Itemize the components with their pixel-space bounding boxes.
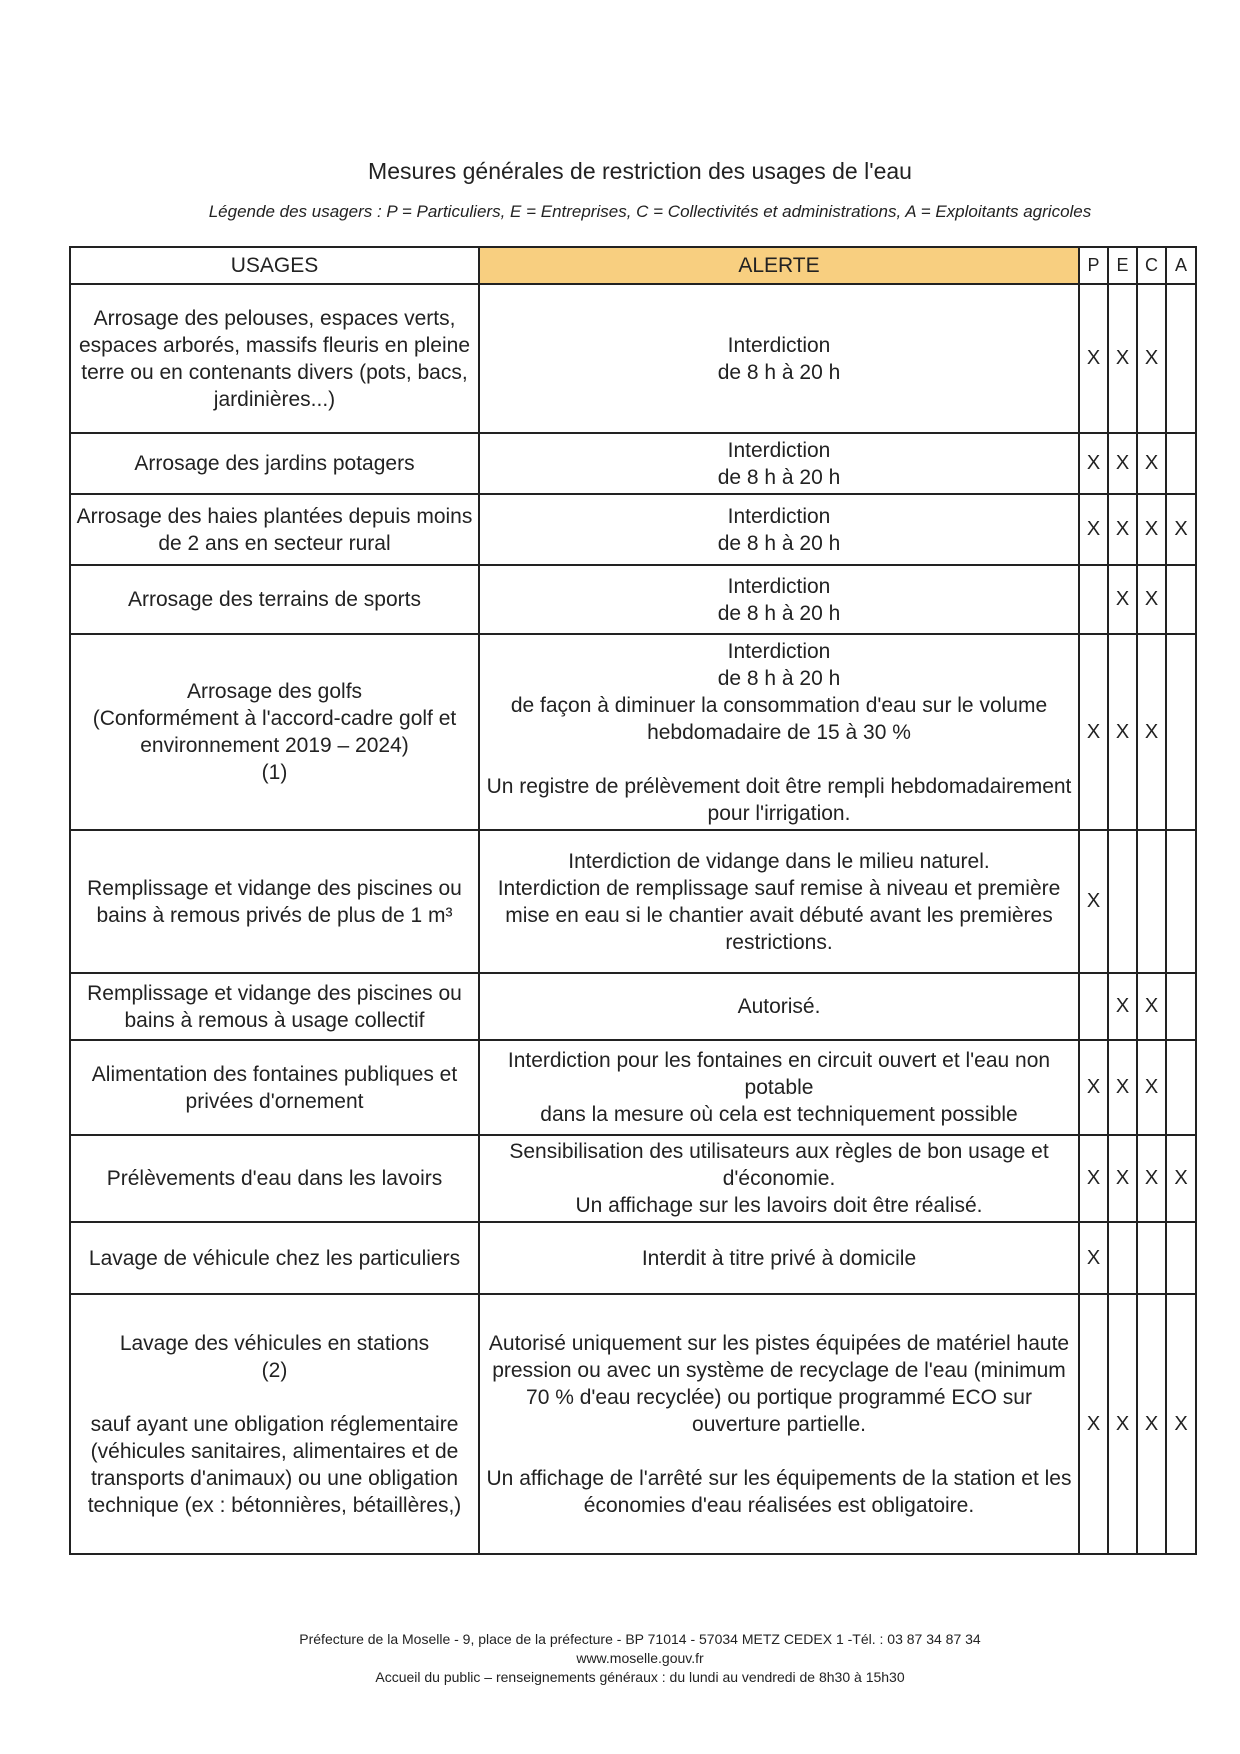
usage-cell: Arrosage des golfs (Conformément à l'acc… (69, 633, 480, 831)
mark-p (1078, 972, 1109, 1041)
mark-a: X (1165, 493, 1197, 566)
mark-a (1165, 564, 1197, 635)
mark-p: X (1078, 1221, 1109, 1295)
table-row: Prélèvements d'eau dans les lavoirs Sensi… (69, 1134, 1197, 1223)
header-usages: USAGES (69, 246, 480, 285)
mark-c: X (1136, 283, 1167, 434)
table-row: Alimentation des fontaines publiques et … (69, 1039, 1197, 1136)
mark-a (1165, 1221, 1197, 1295)
table-row: Arrosage des golfs (Conformément à l'acc… (69, 633, 1197, 831)
mark-e: X (1107, 633, 1138, 831)
usage-cell: Prélèvements d'eau dans les lavoirs (69, 1134, 480, 1223)
mark-e (1107, 829, 1138, 974)
mark-p: X (1078, 1134, 1109, 1223)
usage-cell: Lavage des véhicules en stations (2) sau… (69, 1293, 480, 1555)
table-row: Remplissage et vidange des piscines ou b… (69, 972, 1197, 1041)
mark-e: X (1107, 1293, 1138, 1555)
table-row: Arrosage des terrains de sports Interdict… (69, 564, 1197, 635)
alerte-cell: Interdiction de 8 h à 20 h de façon à di… (478, 633, 1080, 831)
mark-e: X (1107, 1134, 1138, 1223)
header-c: C (1136, 246, 1167, 285)
mark-a (1165, 633, 1197, 831)
usage-cell: Alimentation des fontaines publiques et … (69, 1039, 480, 1136)
footer-hours: Accueil du public – renseignements génér… (375, 1669, 905, 1685)
mark-p: X (1078, 829, 1109, 974)
usage-cell: Lavage de véhicule chez les particuliers (69, 1221, 480, 1295)
usage-cell: Remplissage et vidange des piscines ou b… (69, 829, 480, 974)
table-row: Arrosage des jardins potagers Interdictio… (69, 432, 1197, 495)
usage-cell: Arrosage des haies plantées depuis moins… (69, 493, 480, 566)
mark-p: X (1078, 493, 1109, 566)
mark-e: X (1107, 972, 1138, 1041)
mark-c (1136, 1221, 1167, 1295)
alerte-cell: Interdiction de 8 h à 20 h (478, 493, 1080, 566)
table-header-row: USAGES ALERTE P E C A (69, 246, 1197, 285)
mark-c: X (1136, 432, 1167, 495)
mark-p: X (1078, 633, 1109, 831)
alerte-cell: Interdiction pour les fontaines en circu… (478, 1039, 1080, 1136)
mark-c: X (1136, 972, 1167, 1041)
mark-e: X (1107, 432, 1138, 495)
mark-p (1078, 564, 1109, 635)
restrictions-table: USAGES ALERTE P E C A Arrosage des pelou… (69, 246, 1197, 1555)
mark-e (1107, 1221, 1138, 1295)
mark-c (1136, 829, 1167, 974)
mark-c: X (1136, 1134, 1167, 1223)
alerte-cell: Autorisé. (478, 972, 1080, 1041)
header-e: E (1107, 246, 1138, 285)
users-legend: Légende des usagers : P = Particuliers, … (208, 202, 1092, 221)
header-alerte: ALERTE (478, 246, 1080, 285)
mark-c: X (1136, 564, 1167, 635)
mark-a (1165, 829, 1197, 974)
footer: Préfecture de la Moselle - 9, place de l… (0, 1630, 1240, 1687)
mark-p: X (1078, 1039, 1109, 1136)
footer-address: Préfecture de la Moselle - 9, place de l… (299, 1631, 981, 1647)
mark-c: X (1136, 493, 1167, 566)
usage-cell: Remplissage et vidange des piscines ou b… (69, 972, 480, 1041)
mark-a (1165, 283, 1197, 434)
usage-cell: Arrosage des pelouses, espaces verts, es… (69, 283, 480, 434)
mark-a (1165, 1039, 1197, 1136)
mark-c: X (1136, 633, 1167, 831)
alerte-cell: Interdiction de 8 h à 20 h (478, 564, 1080, 635)
mark-a: X (1165, 1134, 1197, 1223)
mark-c: X (1136, 1039, 1167, 1136)
table-row: Lavage de véhicule chez les particuliers… (69, 1221, 1197, 1295)
mark-e: X (1107, 283, 1138, 434)
header-p: P (1078, 246, 1109, 285)
mark-e: X (1107, 564, 1138, 635)
header-a: A (1165, 246, 1197, 285)
mark-p: X (1078, 432, 1109, 495)
mark-e: X (1107, 1039, 1138, 1136)
mark-a (1165, 972, 1197, 1041)
table-row: Arrosage des haies plantées depuis moins… (69, 493, 1197, 566)
usage-cell: Arrosage des terrains de sports (69, 564, 480, 635)
mark-e: X (1107, 493, 1138, 566)
table-row: Lavage des véhicules en stations (2) sau… (69, 1293, 1197, 1555)
alerte-cell: Interdit à titre privé à domicile (478, 1221, 1080, 1295)
alerte-cell: Interdiction de 8 h à 20 h (478, 283, 1080, 434)
mark-a: X (1165, 1293, 1197, 1555)
mark-c: X (1136, 1293, 1167, 1555)
website-link[interactable]: www.moselle.gouv.fr (576, 1650, 704, 1666)
usage-cell: Arrosage des jardins potagers (69, 432, 480, 495)
mark-a (1165, 432, 1197, 495)
table-row: Remplissage et vidange des piscines ou b… (69, 829, 1197, 974)
alerte-cell: Autorisé uniquement sur les pistes équip… (478, 1293, 1080, 1555)
alerte-cell: Sensibilisation des utilisateurs aux règ… (478, 1134, 1080, 1223)
alerte-cell: Interdiction de vidange dans le milieu n… (478, 829, 1080, 974)
table-row: Arrosage des pelouses, espaces verts, es… (69, 283, 1197, 434)
page-title: Mesures générales de restriction des usa… (368, 158, 912, 184)
alerte-cell: Interdiction de 8 h à 20 h (478, 432, 1080, 495)
mark-p: X (1078, 283, 1109, 434)
mark-p: X (1078, 1293, 1109, 1555)
